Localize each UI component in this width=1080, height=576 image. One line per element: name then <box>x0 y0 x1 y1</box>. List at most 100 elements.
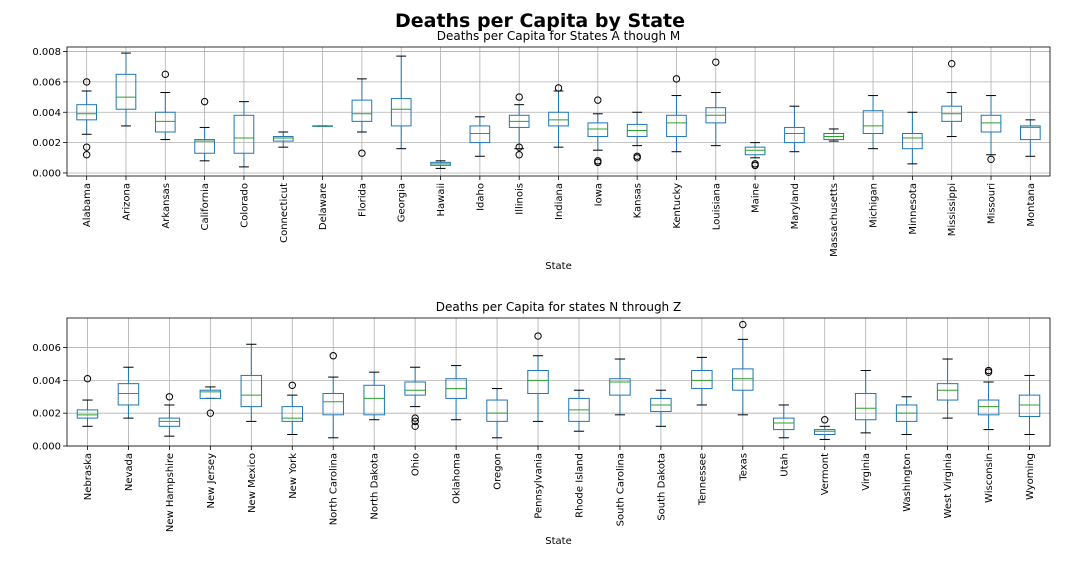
outlier-point <box>206 409 215 417</box>
x-tick-label-minnesota: Minnesota <box>908 183 919 235</box>
plot-frame <box>66 317 1051 447</box>
box-wyoming <box>1018 374 1041 436</box>
outlier-point <box>821 416 829 424</box>
box-iqr <box>363 384 385 416</box>
outlier-point <box>411 422 419 431</box>
x-tick-label-louisiana: Louisiana <box>711 183 722 230</box>
x-tick-label-michigan: Michigan <box>869 183 880 228</box>
box-iqr <box>587 122 609 138</box>
box-iqr <box>854 392 877 421</box>
x-tick-label-connecticut: Connecticut <box>279 183 290 243</box>
box-new-mexico <box>240 343 263 422</box>
outlier-point <box>633 154 641 162</box>
figure-title: Deaths per Capita by State <box>395 10 685 32</box>
box-oregon <box>486 388 508 439</box>
outlier-point <box>515 93 523 101</box>
box-iqr <box>1020 125 1041 141</box>
x-axis-label: State <box>545 536 571 547</box>
outlier-point <box>739 320 747 329</box>
x-tick-label-arizona: Arizona <box>121 183 132 221</box>
box-iqr <box>117 383 140 406</box>
box-iqr <box>813 429 836 436</box>
x-tick-label-indiana: Indiana <box>554 183 565 220</box>
outlier-point <box>83 375 92 383</box>
box-idaho <box>469 116 491 157</box>
x-tick-label-new-jersey: New Jersey <box>206 453 217 509</box>
outlier-point <box>515 143 523 151</box>
chart-title: Deaths per Capita for states N through Z <box>436 300 681 314</box>
box-oklahoma <box>445 365 467 421</box>
box-washington <box>895 396 918 436</box>
x-tick-label-delaware: Delaware <box>318 183 329 230</box>
box-missouri <box>980 95 1002 164</box>
box-rhode-island <box>568 389 590 432</box>
box-iqr <box>390 98 412 127</box>
box-massachusetts <box>823 128 845 142</box>
box-montana <box>1020 119 1041 157</box>
box-new-jersey <box>199 386 222 417</box>
x-tick-label-alabama: Alabama <box>82 183 93 227</box>
box-iqr <box>744 146 766 156</box>
x-tick-label-california: California <box>200 183 211 231</box>
x-tick-label-maine: Maine <box>751 183 762 213</box>
box-iqr <box>691 370 713 390</box>
box-utah <box>773 404 795 439</box>
x-tick-label-colorado: Colorado <box>239 183 250 228</box>
box-connecticut <box>272 131 294 148</box>
box-vermont <box>813 416 836 440</box>
box-iqr <box>233 114 255 154</box>
x-tick-label-idaho: Idaho <box>475 183 486 211</box>
outlier-point <box>594 158 602 167</box>
box-iqr <box>732 368 754 391</box>
box-iqr <box>666 114 687 138</box>
box-iqr <box>469 125 491 144</box>
box-hawaii <box>430 160 451 169</box>
box-iqr <box>1018 394 1041 417</box>
box-florida <box>351 78 373 157</box>
x-tick-label-new-york: New York <box>288 453 299 499</box>
outlier-point <box>672 75 681 83</box>
x-tick-label-north-carolina: North Carolina <box>329 453 340 525</box>
box-tennessee <box>691 356 713 406</box>
box-north-carolina <box>322 352 344 439</box>
box-iqr <box>862 110 884 135</box>
x-tick-label-north-dakota: North Dakota <box>370 453 381 520</box>
x-tick-label-washington: Washington <box>902 453 913 512</box>
y-tick-label: 0.000 <box>32 442 61 453</box>
box-iqr <box>194 139 215 154</box>
outlier-point <box>515 151 523 159</box>
x-tick-label-kentucky: Kentucky <box>672 183 683 229</box>
y-tick-label: 0.000 <box>32 168 61 179</box>
outlier-point <box>82 143 91 151</box>
y-tick-label: 0.004 <box>32 108 61 119</box>
x-tick-label-wisconsin: Wisconsin <box>984 453 995 503</box>
outlier-point <box>984 368 993 376</box>
box-iqr <box>548 111 569 127</box>
x-tick-label-rhode-island: Rhode Island <box>574 453 585 518</box>
box-maryland <box>784 105 805 153</box>
x-tick-label-missouri: Missouri <box>987 183 998 224</box>
box-iqr <box>977 399 1000 416</box>
box-iqr <box>272 136 294 142</box>
x-tick-label-oregon: Oregon <box>493 453 504 490</box>
box-kansas <box>626 111 648 162</box>
outlier-point <box>411 417 419 426</box>
x-tick-label-florida: Florida <box>357 183 368 217</box>
box-georgia <box>390 55 412 150</box>
box-iqr <box>980 114 1002 133</box>
box-indiana <box>548 84 569 148</box>
x-tick-label-hawaii: Hawaii <box>436 183 447 217</box>
x-axis-label: State <box>545 261 571 272</box>
outlier-point <box>82 78 91 86</box>
x-tick-label-south-dakota: South Dakota <box>656 453 667 521</box>
outlier-point <box>288 381 296 389</box>
box-iqr <box>936 383 959 401</box>
x-tick-label-new-hampshire: New Hampshire <box>165 453 176 532</box>
box-iqr <box>609 378 631 396</box>
x-tick-label-nevada: Nevada <box>124 453 135 491</box>
box-arkansas <box>154 70 176 141</box>
box-iqr <box>784 126 805 144</box>
x-tick-label-pennsylvania: Pennsylvania <box>534 453 545 519</box>
outlier-point <box>358 149 366 157</box>
box-iqr <box>351 99 373 122</box>
